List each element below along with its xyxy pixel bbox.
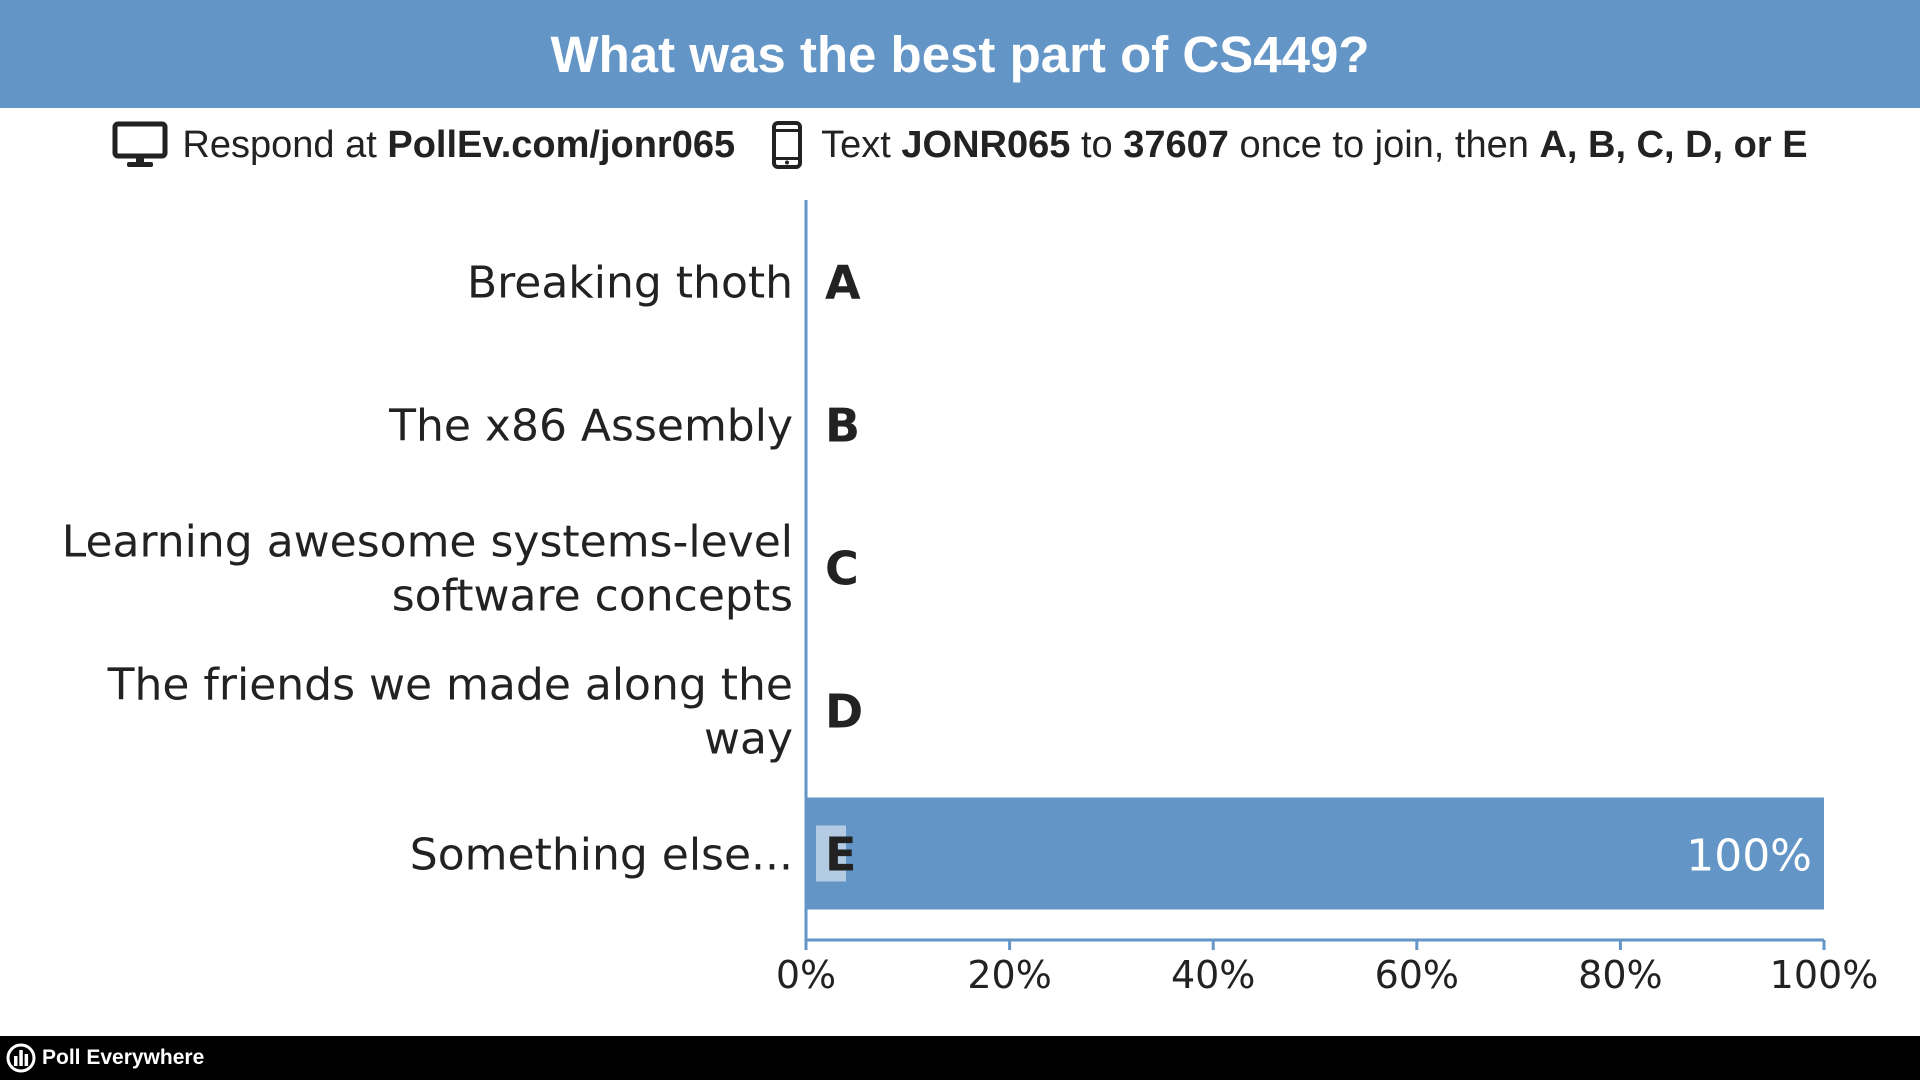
letter-highlight-e (816, 825, 846, 882)
x-tick-label-40: 40% (1171, 953, 1255, 997)
sms-suffix: once to join, then (1239, 123, 1529, 166)
choice-letter-b: B (825, 399, 860, 453)
sms-prefix: Text (821, 123, 891, 166)
web-response-instruction: Respond at PollEv.com/jonr065 (112, 121, 735, 169)
x-tick-label-0: 0% (776, 953, 836, 997)
response-instructions: Respond at PollEv.com/jonr065 Text JONR0… (0, 110, 1920, 180)
category-label-c-line-1: Learning awesome systems-level (62, 517, 793, 568)
x-tick-label-60: 60% (1375, 953, 1459, 997)
category-label-d-line-1: The friends we made along the (107, 660, 793, 711)
web-prefix: Respond at (182, 123, 377, 166)
x-tick-label-100: 100% (1770, 953, 1879, 997)
choice-letter-e: E (825, 828, 856, 882)
phone-icon (772, 121, 803, 169)
poll-title: What was the best part of CS449? (550, 25, 1370, 83)
web-url[interactable]: PollEv.com/jonr065 (387, 123, 736, 166)
choice-letter-a: A (825, 256, 861, 310)
results-bar-chart: A Breaking thoth B The x86 Assembly C Learnin… (62, 200, 1879, 997)
choice-letter-d: D (825, 685, 863, 739)
footer-brand: Poll Everywhere (42, 1046, 205, 1069)
choice-letter-c: C (825, 542, 859, 596)
sms-response-instruction: Text JONR065 to 37607 once to join, then… (735, 121, 1808, 169)
sms-number: 37607 (1123, 123, 1229, 166)
sms-to: to (1080, 123, 1113, 166)
category-label-b: The x86 Assembly (388, 401, 793, 452)
sms-code: JONR065 (901, 123, 1071, 166)
footer-bar: Poll Everywhere (0, 1036, 1920, 1080)
x-tick-label-20: 20% (967, 953, 1051, 997)
sms-choices: A, B, C, D, or E (1539, 123, 1808, 166)
monitor-icon (112, 121, 168, 167)
x-tick-label-80: 80% (1578, 953, 1662, 997)
poll-everywhere-logo-icon (6, 1043, 36, 1073)
value-label-e: 100% (1686, 831, 1812, 882)
header-bar: What was the best part of CS449? (0, 0, 1920, 108)
category-label-a: Breaking thoth (467, 258, 793, 309)
bar-e (806, 797, 1824, 910)
category-label-c-line-2: software concepts (392, 571, 793, 622)
category-label-e: Something else... (410, 830, 793, 881)
category-label-d-line-2: way (704, 714, 793, 765)
